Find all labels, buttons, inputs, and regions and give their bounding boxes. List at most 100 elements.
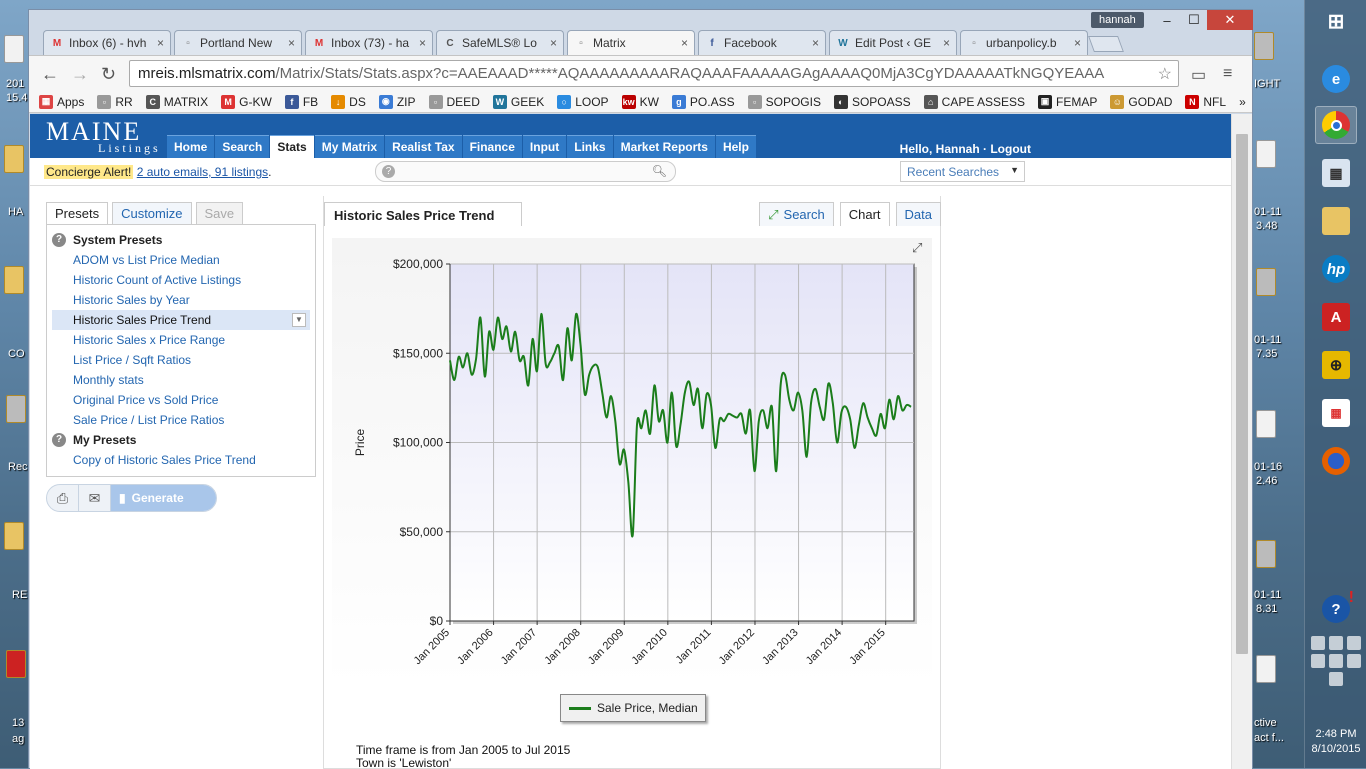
- nav-item-my-matrix[interactable]: My Matrix: [314, 135, 385, 158]
- fullscreen-chart-button[interactable]: ⤢: [912, 240, 922, 256]
- preset-item[interactable]: Copy of Historic Sales Price Trend: [52, 450, 310, 470]
- preset-item[interactable]: List Price / Sqft Ratios: [52, 350, 310, 370]
- greeting-logout[interactable]: Hello, Hannah · Logout: [899, 142, 1031, 156]
- concierge-link[interactable]: 2 auto emails, 91 listings: [136, 165, 269, 179]
- taskbar-explorer[interactable]: [1315, 202, 1357, 240]
- preset-item[interactable]: Monthly stats: [52, 370, 310, 390]
- bookmarks-overflow-icon[interactable]: »: [1239, 94, 1246, 109]
- scrollbar-thumb[interactable]: [1236, 134, 1248, 654]
- preset-item[interactable]: Historic Sales by Year: [52, 290, 310, 310]
- title-bar[interactable]: hannah – ☐ ✕: [29, 10, 1253, 32]
- nav-item-stats[interactable]: Stats: [270, 135, 314, 158]
- forward-button[interactable]: →: [71, 64, 89, 85]
- desktop-icon[interactable]: [6, 650, 26, 678]
- desktop-icon[interactable]: [6, 395, 26, 423]
- tray-battery-icon[interactable]: [1311, 654, 1325, 668]
- browser-tab[interactable]: f Facebook ×: [698, 30, 826, 55]
- bookmark-item[interactable]: ⌂ CAPE ASSESS: [923, 94, 1025, 109]
- bookmark-item[interactable]: N NFL: [1185, 94, 1226, 109]
- browser-tab[interactable]: ▫ Matrix ×: [567, 30, 695, 55]
- browser-tab[interactable]: ▫ Portland New ×: [174, 30, 302, 55]
- new-tab-button[interactable]: [1088, 36, 1124, 52]
- tab-close-icon[interactable]: ×: [418, 36, 426, 50]
- tray-app-icon[interactable]: [1347, 636, 1361, 650]
- tab-close-icon[interactable]: ×: [549, 36, 557, 50]
- tray-signal-icon[interactable]: [1329, 654, 1343, 668]
- tab-close-icon[interactable]: ×: [942, 36, 950, 50]
- tray-windows-icon[interactable]: [1329, 636, 1343, 650]
- reload-button[interactable]: ↻: [101, 64, 116, 85]
- preset-group-heading[interactable]: ? My Presets: [52, 430, 310, 450]
- help-icon[interactable]: ?: [382, 165, 395, 178]
- tab-chart[interactable]: Chart: [839, 202, 890, 226]
- maine-listings-logo[interactable]: MAINE Listings: [46, 119, 158, 156]
- close-button[interactable]: ✕: [1207, 10, 1253, 30]
- tray-volume-icon[interactable]: [1329, 672, 1343, 686]
- desktop-icon[interactable]: [4, 145, 24, 173]
- nav-item-market-reports[interactable]: Market Reports: [613, 135, 715, 158]
- taskbar-globe[interactable]: ⊕: [1315, 346, 1357, 384]
- taskbar-alert[interactable]: ?!: [1315, 589, 1357, 628]
- quick-search-input[interactable]: ? 🔍︎: [375, 161, 676, 182]
- bookmark-item[interactable]: ◐ SOPOASS: [833, 94, 911, 109]
- clock-date[interactable]: 8/10/2015: [1311, 743, 1361, 755]
- taskbar-acrobat[interactable]: A: [1315, 298, 1357, 336]
- preset-item[interactable]: ADOM vs List Price Median: [52, 250, 310, 270]
- bookmark-item[interactable]: ▫ SOPOGIS: [747, 94, 821, 109]
- nav-item-input[interactable]: Input: [522, 135, 567, 158]
- browser-tab[interactable]: ▫ urbanpolicy.b ×: [960, 30, 1088, 55]
- tab-close-icon[interactable]: ×: [1073, 36, 1081, 50]
- taskbar-ie[interactable]: e: [1315, 60, 1357, 98]
- desktop-icon[interactable]: [4, 266, 24, 294]
- bookmark-item[interactable]: ○ LOOP: [557, 94, 609, 109]
- preset-item[interactable]: Historic Sales Price Trend ▼: [52, 310, 310, 330]
- generate-button[interactable]: ▮ Generate: [111, 485, 216, 511]
- preset-item[interactable]: Sale Price / List Price Ratios: [52, 410, 310, 430]
- menu-button[interactable]: ≡: [1223, 65, 1232, 83]
- desktop-icon[interactable]: [4, 522, 24, 550]
- tab-close-icon[interactable]: ×: [680, 36, 688, 50]
- taskbar-firefox[interactable]: [1315, 442, 1357, 480]
- bookmark-item[interactable]: ☺ GODAD: [1110, 94, 1172, 109]
- tab-save[interactable]: Save: [195, 202, 244, 224]
- nav-item-finance[interactable]: Finance: [462, 135, 522, 158]
- bookmark-item[interactable]: ▦ Apps: [39, 94, 84, 109]
- bookmark-item[interactable]: ▫ RR: [97, 94, 133, 109]
- email-button[interactable]: ✉: [79, 485, 111, 511]
- bookmark-star-icon[interactable]: ☆: [1157, 65, 1172, 83]
- address-bar[interactable]: mreis.mlsmatrix.com/Matrix/Stats/Stats.a…: [129, 60, 1179, 87]
- nav-item-help[interactable]: Help: [715, 135, 756, 158]
- browser-tab[interactable]: C SafeMLS® Lo ×: [436, 30, 564, 55]
- nav-item-search[interactable]: Search: [215, 135, 270, 158]
- profile-button[interactable]: hannah: [1091, 12, 1144, 28]
- bookmark-item[interactable]: f FB: [284, 94, 318, 109]
- desktop-icon[interactable]: [1256, 655, 1276, 683]
- tray-chevron-icon[interactable]: [1311, 636, 1325, 650]
- help-icon[interactable]: ?: [52, 433, 66, 447]
- taskbar-calculator[interactable]: ▦: [1315, 154, 1357, 192]
- bookmark-item[interactable]: ▣ FEMAP: [1038, 94, 1097, 109]
- desktop-icon[interactable]: [1256, 410, 1276, 438]
- bookmark-item[interactable]: W GEEK: [492, 94, 544, 109]
- taskbar-store[interactable]: ▦: [1315, 394, 1357, 432]
- bookmark-item[interactable]: M G-KW: [221, 94, 272, 109]
- nav-item-links[interactable]: Links: [567, 135, 613, 158]
- tab-data[interactable]: Data: [895, 202, 941, 226]
- minimize-button[interactable]: –: [1163, 12, 1171, 28]
- desktop-icon[interactable]: [1256, 540, 1276, 568]
- bookmark-item[interactable]: ◉ ZIP: [378, 94, 416, 109]
- cast-button[interactable]: ▭: [1191, 65, 1206, 85]
- tab-close-icon[interactable]: ×: [156, 36, 164, 50]
- preset-options-chevron-icon[interactable]: ▼: [292, 313, 306, 327]
- nav-item-realist-tax[interactable]: Realist Tax: [385, 135, 462, 158]
- preset-item[interactable]: Original Price vs Sold Price: [52, 390, 310, 410]
- page-scrollbar[interactable]: [1231, 114, 1252, 769]
- browser-tab[interactable]: M Inbox (6) - hvh ×: [43, 30, 171, 55]
- clock-time[interactable]: 2:48 PM: [1315, 728, 1357, 740]
- print-button[interactable]: ⎙: [47, 485, 79, 511]
- tray-network-icon[interactable]: [1347, 654, 1361, 668]
- bookmark-item[interactable]: ▫ DEED: [428, 94, 480, 109]
- recent-searches-dropdown[interactable]: Recent Searches ▼: [900, 161, 1025, 182]
- bookmark-item[interactable]: g PO.ASS: [671, 94, 735, 109]
- desktop-icon[interactable]: [4, 35, 24, 63]
